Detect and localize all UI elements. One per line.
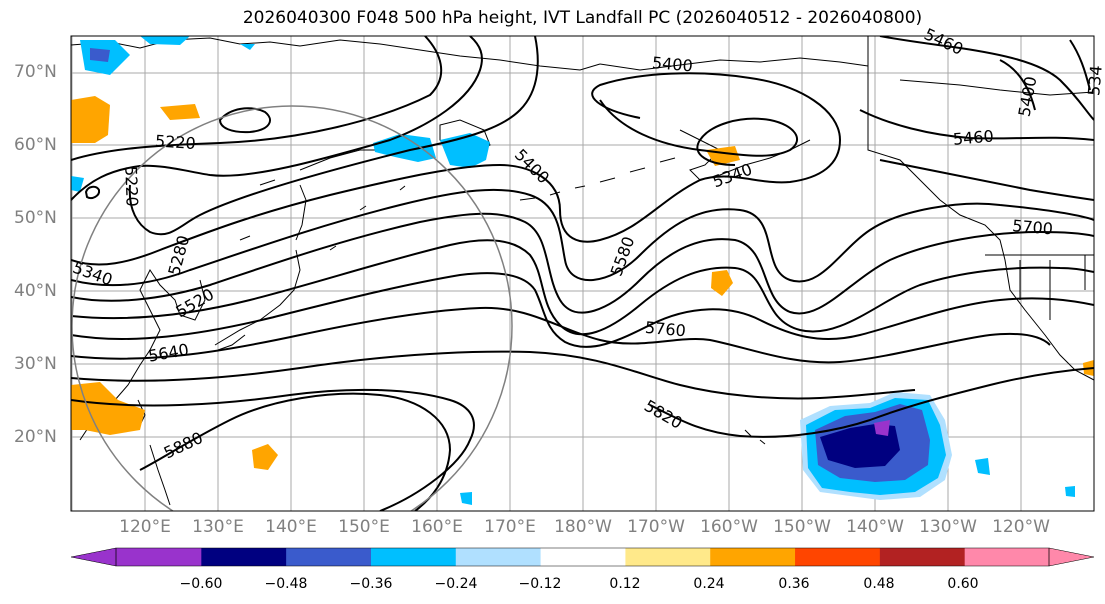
lat-label: 60°N bbox=[14, 135, 57, 155]
lon-label: 170°W bbox=[627, 517, 685, 537]
grid-lines bbox=[71, 36, 1094, 511]
colorbar-tick-label: −0.24 bbox=[434, 576, 478, 592]
colorbar-segment bbox=[624, 548, 711, 566]
lat-label: 40°N bbox=[14, 281, 57, 301]
colorbar-segment bbox=[370, 548, 456, 566]
region-circle bbox=[71, 105, 513, 511]
lon-label: 130°W bbox=[919, 517, 977, 537]
colorbar-tick-label: 0.36 bbox=[778, 576, 810, 592]
height-contours bbox=[71, 36, 1094, 511]
colorbar-segment bbox=[200, 548, 287, 566]
colorbar-border bbox=[115, 547, 1050, 567]
colorbar-extend-left bbox=[70, 547, 117, 567]
lon-label: 140°W bbox=[846, 517, 904, 537]
colorbar-segment bbox=[540, 548, 626, 566]
colorbar-segment bbox=[285, 548, 371, 566]
lon-label: 160°W bbox=[700, 517, 758, 537]
colorbar-segment bbox=[455, 548, 541, 566]
lon-label: 160°E bbox=[411, 517, 463, 537]
lat-label: 20°N bbox=[14, 427, 57, 447]
colorbar-tick-label: 0.12 bbox=[609, 576, 641, 592]
ivt-shading bbox=[71, 36, 1094, 505]
colorbar-tick-label: 0.48 bbox=[863, 576, 895, 592]
colorbar-tick-label: −0.48 bbox=[264, 576, 308, 592]
lat-label: 70°N bbox=[14, 62, 57, 82]
colorbar-tick-label: −0.60 bbox=[179, 576, 223, 592]
map-title: 2026040300 F048 500 hPa height, IVT Land… bbox=[242, 8, 923, 28]
contour-label: 5460 bbox=[952, 126, 994, 148]
colorbar-extend-right bbox=[1048, 547, 1095, 567]
lon-label: 170°E bbox=[484, 517, 536, 537]
colorbar bbox=[70, 547, 1095, 567]
colorbar-segment bbox=[964, 548, 1050, 566]
lon-label: 180°W bbox=[554, 517, 612, 537]
colorbar-tick-label: −0.12 bbox=[518, 576, 562, 592]
lat-label: 30°N bbox=[14, 354, 57, 374]
lat-label: 50°N bbox=[14, 208, 57, 228]
colorbar-segment bbox=[709, 548, 796, 566]
contour-label: 5400 bbox=[651, 53, 693, 75]
lon-label: 130°E bbox=[192, 517, 244, 537]
colorbar-segment bbox=[879, 548, 965, 566]
lon-label: 120°E bbox=[119, 517, 171, 537]
contour-label: 5700 bbox=[1011, 216, 1053, 238]
contour-label: 5760 bbox=[644, 318, 686, 340]
colorbar-tick-label: −0.36 bbox=[349, 576, 393, 592]
contour-label: 5220 bbox=[121, 166, 141, 207]
lon-label: 150°W bbox=[773, 517, 831, 537]
lon-label: 150°E bbox=[338, 517, 390, 537]
colorbar-tick-label: 0.24 bbox=[693, 576, 725, 592]
colorbar-segment bbox=[116, 548, 202, 566]
lon-label: 120°W bbox=[992, 517, 1050, 537]
map-frame bbox=[70, 35, 1095, 512]
contour-label: 5220 bbox=[154, 131, 196, 153]
contour-label: 534 bbox=[1084, 65, 1105, 97]
colorbar-segment bbox=[794, 548, 880, 566]
lon-label: 140°E bbox=[265, 517, 317, 537]
colorbar-tick-label: 0.60 bbox=[947, 576, 979, 592]
